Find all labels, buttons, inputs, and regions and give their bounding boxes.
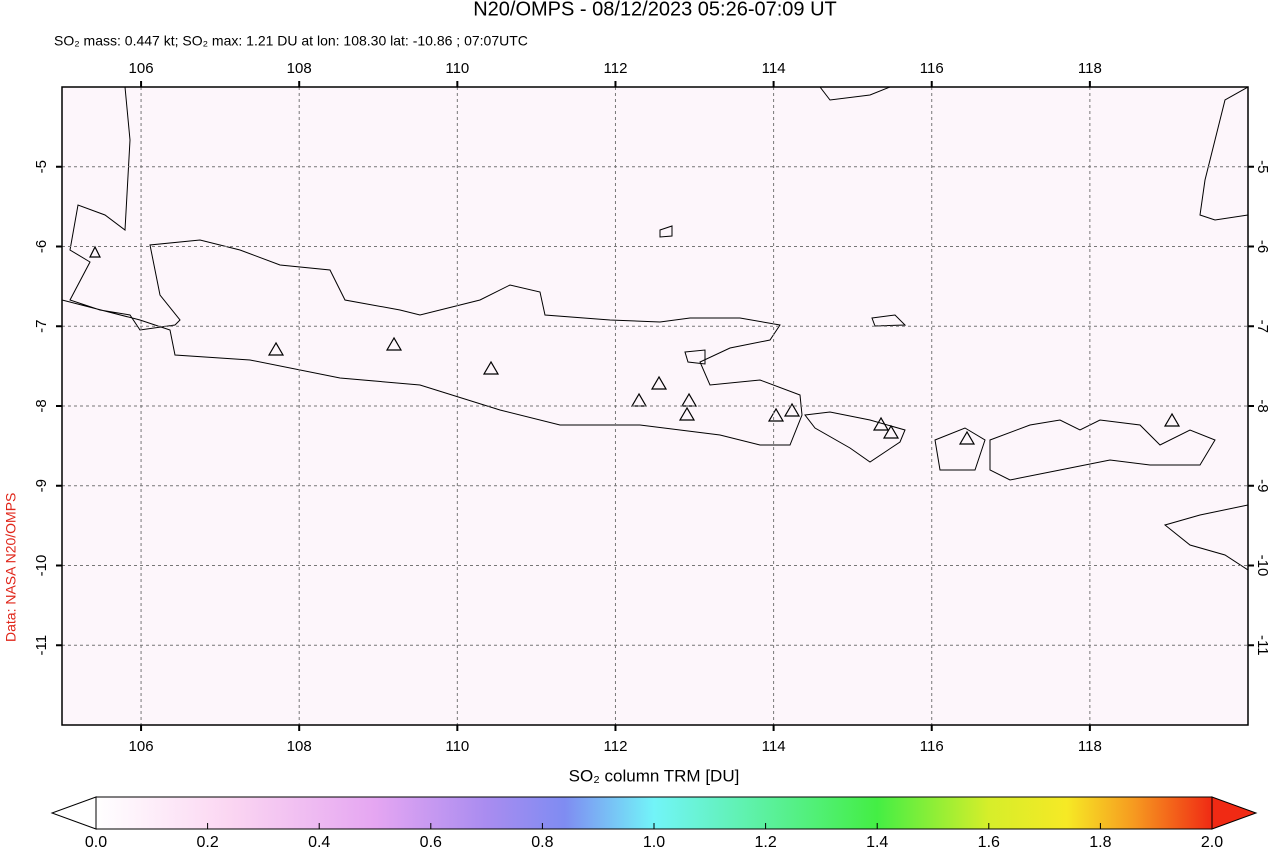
- y-tick-label: -11: [33, 635, 50, 656]
- y-tick-label: -9: [33, 479, 50, 492]
- y-tick-label: -8: [33, 399, 50, 412]
- map-frame: [61, 86, 1249, 726]
- colorbar-low-arrow: [50, 796, 97, 830]
- y-tick-label: -9: [1254, 479, 1271, 492]
- x-tick-label: 114: [762, 738, 786, 755]
- map-background: [62, 87, 1248, 725]
- title: N20/OMPS - 08/12/2023 05:26-07:09 UT: [473, 0, 837, 20]
- colorbar-tick-label: 2.0: [1201, 834, 1223, 851]
- y-tick-label: -10: [1254, 555, 1271, 577]
- colorbar-tick-label: 1.6: [978, 834, 1000, 851]
- x-tick-label: 110: [445, 60, 469, 77]
- x-tick-label: 106: [129, 738, 154, 755]
- x-tick-label: 118: [1078, 738, 1102, 755]
- colorbar-tick-label: 0.8: [531, 834, 553, 851]
- colorbar-tick-label: 0.2: [196, 834, 218, 851]
- y-tick-label: -5: [33, 160, 50, 173]
- subtitle: SO₂ mass: 0.447 kt; SO₂ max: 1.21 DU at …: [54, 33, 528, 49]
- y-tick-label: -8: [1254, 399, 1271, 412]
- axes: 106 106 108 108 110 110 112 112 114 114 116 116 118 1…: [33, 60, 1271, 755]
- credit: Data: NASA N20/OMPS: [3, 493, 19, 642]
- x-tick-label: 108: [287, 738, 312, 755]
- y-tick-label: -6: [33, 240, 50, 253]
- colorbar-tick-label: 1.4: [866, 834, 888, 851]
- colorbar-tick-label: 1.0: [643, 834, 665, 851]
- x-tick-label: 108: [287, 60, 312, 77]
- x-tick-label: 114: [762, 60, 786, 77]
- x-tick-label: 116: [920, 60, 944, 77]
- colorbar-high-arrow: [1211, 796, 1258, 830]
- colorbar-tick-label: 0.4: [308, 834, 330, 851]
- x-tick-label: 116: [920, 738, 944, 755]
- x-tick-label: 110: [445, 738, 469, 755]
- y-tick-label: -10: [33, 555, 50, 577]
- y-tick-label: -11: [1254, 635, 1271, 656]
- coastlines: [62, 87, 1248, 571]
- y-tick-label: -7: [1254, 320, 1271, 333]
- y-tick-label: -5: [1254, 160, 1271, 173]
- colorbar-tick-label: 0.0: [85, 834, 107, 851]
- colorbar-tick-label: 0.6: [420, 834, 442, 851]
- x-tick-label: 106: [129, 60, 154, 77]
- x-tick-label: 118: [1078, 60, 1102, 77]
- colorbar-tick-label: 1.2: [754, 834, 776, 851]
- y-tick-label: -7: [33, 320, 50, 333]
- y-tick-label: -6: [1254, 240, 1271, 253]
- x-tick-label: 112: [604, 60, 628, 77]
- colorbar-tick-label: 1.8: [1089, 834, 1111, 851]
- colorbar-label: SO₂ column TRM [DU]: [569, 766, 740, 785]
- x-tick-label: 112: [604, 738, 628, 755]
